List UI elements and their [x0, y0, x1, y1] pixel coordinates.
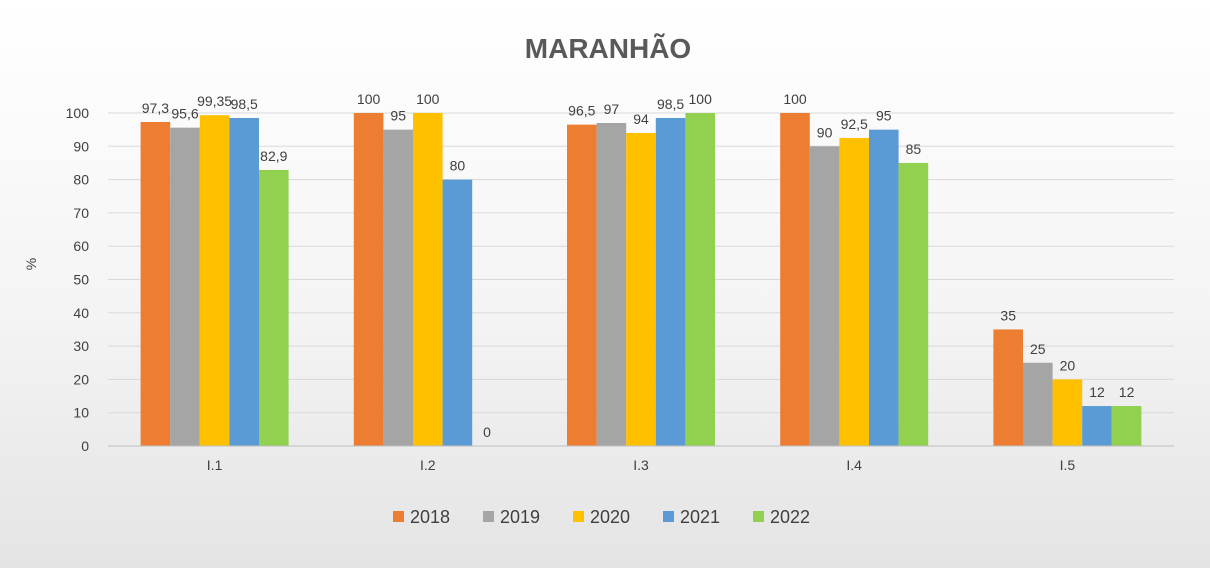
data-label-2021-I.2: 80	[450, 158, 466, 174]
data-label-2021-I.1: 98,5	[231, 96, 258, 112]
data-label-2022-I.2: 0	[483, 424, 491, 440]
y-tick-label-50: 50	[73, 272, 89, 288]
bar-2019-I.2	[383, 129, 413, 446]
data-label-2020-I.3: 94	[633, 111, 649, 127]
data-label-2021-I.3: 98,5	[657, 96, 684, 112]
bar-2022-I.1	[259, 169, 289, 446]
data-label-2020-I.5: 20	[1060, 357, 1076, 373]
y-tick-label-0: 0	[81, 438, 89, 454]
x-tick-label-I.5: I.5	[1060, 457, 1076, 473]
x-axis-ticks: I.1 I.2 I.3 I.4 I.5	[207, 457, 1076, 473]
bar-2022-I.3	[685, 113, 715, 446]
y-tick-label-80: 80	[73, 172, 89, 188]
bars	[140, 113, 1142, 447]
bar-2019-I.3	[596, 122, 627, 447]
bar-2020-I.2	[413, 113, 443, 446]
legend-swatch-2022	[753, 511, 764, 522]
legend-swatch-2020	[573, 511, 584, 522]
y-axis-title: %	[23, 258, 39, 270]
bar-2021-I.3	[655, 117, 686, 447]
legend-swatch-2019	[483, 511, 494, 522]
bar-2018-I.1	[140, 121, 171, 446]
data-label-2018-I.3: 96,5	[568, 103, 595, 119]
x-tick-label-I.4: I.4	[846, 457, 862, 473]
data-label-2020-I.4: 92,5	[841, 116, 868, 132]
bar-2021-I.5	[1082, 406, 1112, 446]
bar-2022-I.5	[1111, 406, 1142, 446]
bar-2020-I.3	[626, 132, 656, 447]
data-label-2021-I.5: 12	[1089, 384, 1105, 400]
y-tick-label-60: 60	[73, 238, 89, 254]
data-label-2019-I.3: 97	[604, 101, 620, 117]
bar-2018-I.2	[353, 113, 384, 446]
bar-2020-I.5	[1052, 379, 1083, 446]
bar-2022-I.4	[898, 162, 929, 446]
data-label-2022-I.5: 12	[1119, 384, 1135, 400]
data-label-2022-I.4: 85	[906, 141, 922, 157]
bar-2019-I.1	[170, 127, 200, 446]
data-label-2019-I.1: 95,6	[171, 106, 198, 122]
bar-2018-I.5	[993, 329, 1023, 446]
data-label-2018-I.4: 100	[783, 91, 807, 107]
data-label-2022-I.3: 100	[689, 91, 713, 107]
y-tick-label-20: 20	[73, 371, 89, 387]
data-label-2019-I.2: 95	[390, 108, 406, 124]
data-label-2018-I.2: 100	[357, 91, 381, 107]
bar-2020-I.1	[199, 115, 230, 447]
legend-label-2021: 2021	[680, 507, 720, 527]
data-label-2019-I.5: 25	[1030, 341, 1046, 357]
bar-2019-I.5	[1023, 362, 1053, 446]
y-tick-label-100: 100	[66, 105, 90, 121]
legend-swatch-2018	[393, 511, 404, 522]
x-tick-label-I.2: I.2	[420, 457, 436, 473]
data-label-2020-I.2: 100	[416, 91, 440, 107]
bar-2018-I.4	[780, 113, 810, 446]
bar-2019-I.4	[809, 146, 840, 447]
y-tick-label-70: 70	[73, 205, 89, 221]
data-label-2018-I.5: 35	[1000, 307, 1016, 323]
y-tick-label-40: 40	[73, 305, 89, 321]
legend-label-2018: 2018	[410, 507, 450, 527]
y-tick-label-10: 10	[73, 405, 89, 421]
legend-label-2019: 2019	[500, 507, 540, 527]
x-tick-label-I.1: I.1	[207, 457, 223, 473]
data-label-2021-I.4: 95	[876, 108, 892, 124]
bar-2021-I.4	[869, 129, 899, 446]
y-tick-label-90: 90	[73, 138, 89, 154]
y-tick-label-30: 30	[73, 338, 89, 354]
bar-2020-I.4	[839, 137, 869, 446]
data-label-2022-I.1: 82,9	[260, 148, 287, 164]
chart-title: MARANHÃO	[525, 33, 691, 64]
data-label-2019-I.4: 90	[817, 124, 833, 140]
y-axis-ticks: 0 10 20 30 40 50 60 70 80 90 100	[66, 105, 90, 454]
legend-swatch-2021	[663, 511, 674, 522]
data-label-2020-I.1: 99,35	[197, 93, 232, 109]
bar-2021-I.2	[442, 179, 473, 446]
bar-2021-I.1	[229, 117, 259, 447]
legend-label-2022: 2022	[770, 507, 810, 527]
x-tick-label-I.3: I.3	[633, 457, 649, 473]
legend-label-2020: 2020	[590, 507, 630, 527]
data-label-2018-I.1: 97,3	[142, 100, 169, 116]
bar-2018-I.3	[567, 124, 597, 446]
legend: 2018 2019 2020 2021 2022	[393, 507, 810, 527]
